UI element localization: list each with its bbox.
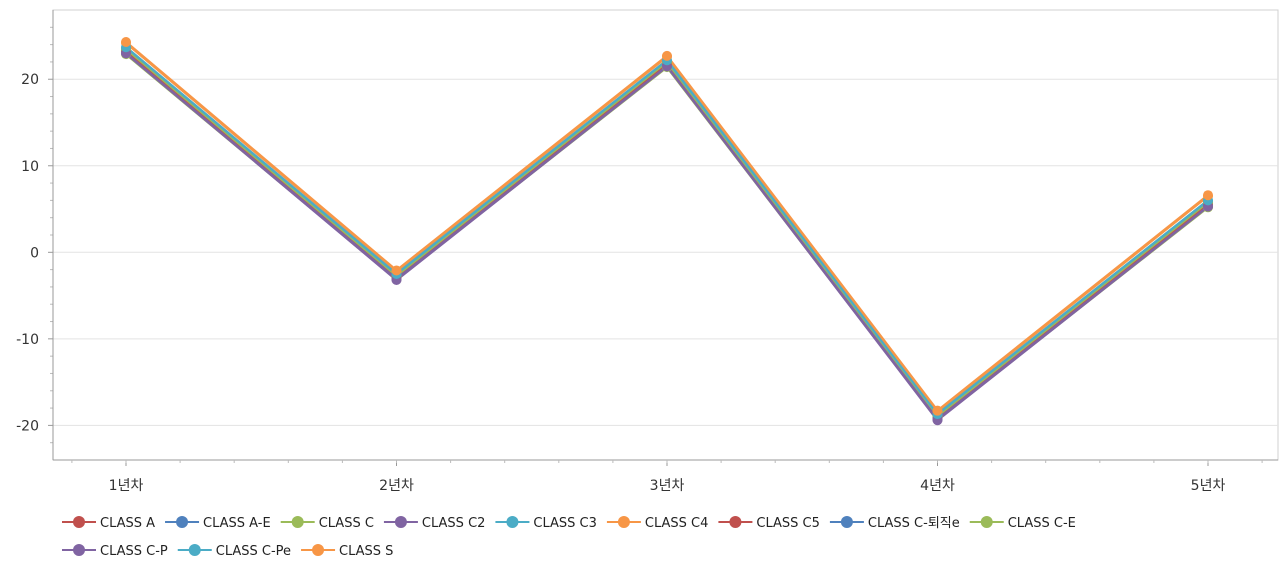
legend-label: CLASS A-E <box>203 516 271 531</box>
legend-marker <box>617 516 630 528</box>
legend-label: CLASS C2 <box>422 516 486 531</box>
legend-label: CLASS C-P <box>100 544 168 559</box>
legend-label: CLASS C4 <box>645 516 709 531</box>
legend-item: CLASS C-퇴직e <box>829 516 960 531</box>
x-tick-label: 4년차 <box>920 478 955 494</box>
legend-marker <box>729 516 742 528</box>
legend-item: CLASS C-Pe <box>177 544 291 559</box>
legend-marker <box>291 516 304 528</box>
y-tick-label: -10 <box>16 332 39 348</box>
legend-item: CLASS C <box>280 516 374 531</box>
legend-marker <box>506 516 519 528</box>
legend-marker <box>394 516 407 528</box>
data-point <box>391 265 402 276</box>
legend-label: CLASS C-Pe <box>216 544 291 559</box>
legend-marker <box>176 516 189 528</box>
legend-item: CLASS A <box>62 516 155 531</box>
legend-label: CLASS C-E <box>1008 516 1076 531</box>
legend-item: CLASS C-E <box>969 516 1076 531</box>
x-tick-label: 5년차 <box>1191 478 1226 494</box>
y-tick-label: -20 <box>16 418 39 434</box>
legend-item: CLASS C5 <box>718 516 820 531</box>
legend-label: CLASS C <box>319 516 374 531</box>
plot-area <box>52 9 1279 461</box>
legend-item: CLASS S <box>301 544 393 559</box>
y-tick-label: 10 <box>21 159 39 175</box>
legend-marker <box>73 516 85 528</box>
data-point <box>932 405 943 416</box>
data-point <box>662 50 672 61</box>
data-point <box>121 37 131 48</box>
y-tick-label: 0 <box>30 245 39 261</box>
legend-marker <box>188 544 201 556</box>
x-tick-label: 3년차 <box>650 478 685 494</box>
data-point <box>1203 190 1213 201</box>
legend-item: CLASS C-P <box>62 544 168 559</box>
legend-marker <box>840 516 853 528</box>
legend-label: CLASS A <box>100 516 155 531</box>
legend-label: CLASS C3 <box>533 516 597 531</box>
legend-label: CLASS C5 <box>756 516 820 531</box>
legend-item: CLASS C2 <box>383 516 486 531</box>
x-tick-label: 2년차 <box>379 478 414 494</box>
legend-label: CLASS S <box>339 544 393 559</box>
legend-marker <box>980 516 993 528</box>
legend-item: CLASS C4 <box>606 516 709 531</box>
legend-item: CLASS C3 <box>495 516 597 531</box>
legend-marker <box>73 544 85 556</box>
x-tick-label: 1년차 <box>109 478 144 494</box>
legend-marker <box>312 544 325 556</box>
y-tick-label: 20 <box>21 72 39 88</box>
legend-label: CLASS C-퇴직e <box>868 516 960 531</box>
legend-item: CLASS A-E <box>165 516 271 531</box>
